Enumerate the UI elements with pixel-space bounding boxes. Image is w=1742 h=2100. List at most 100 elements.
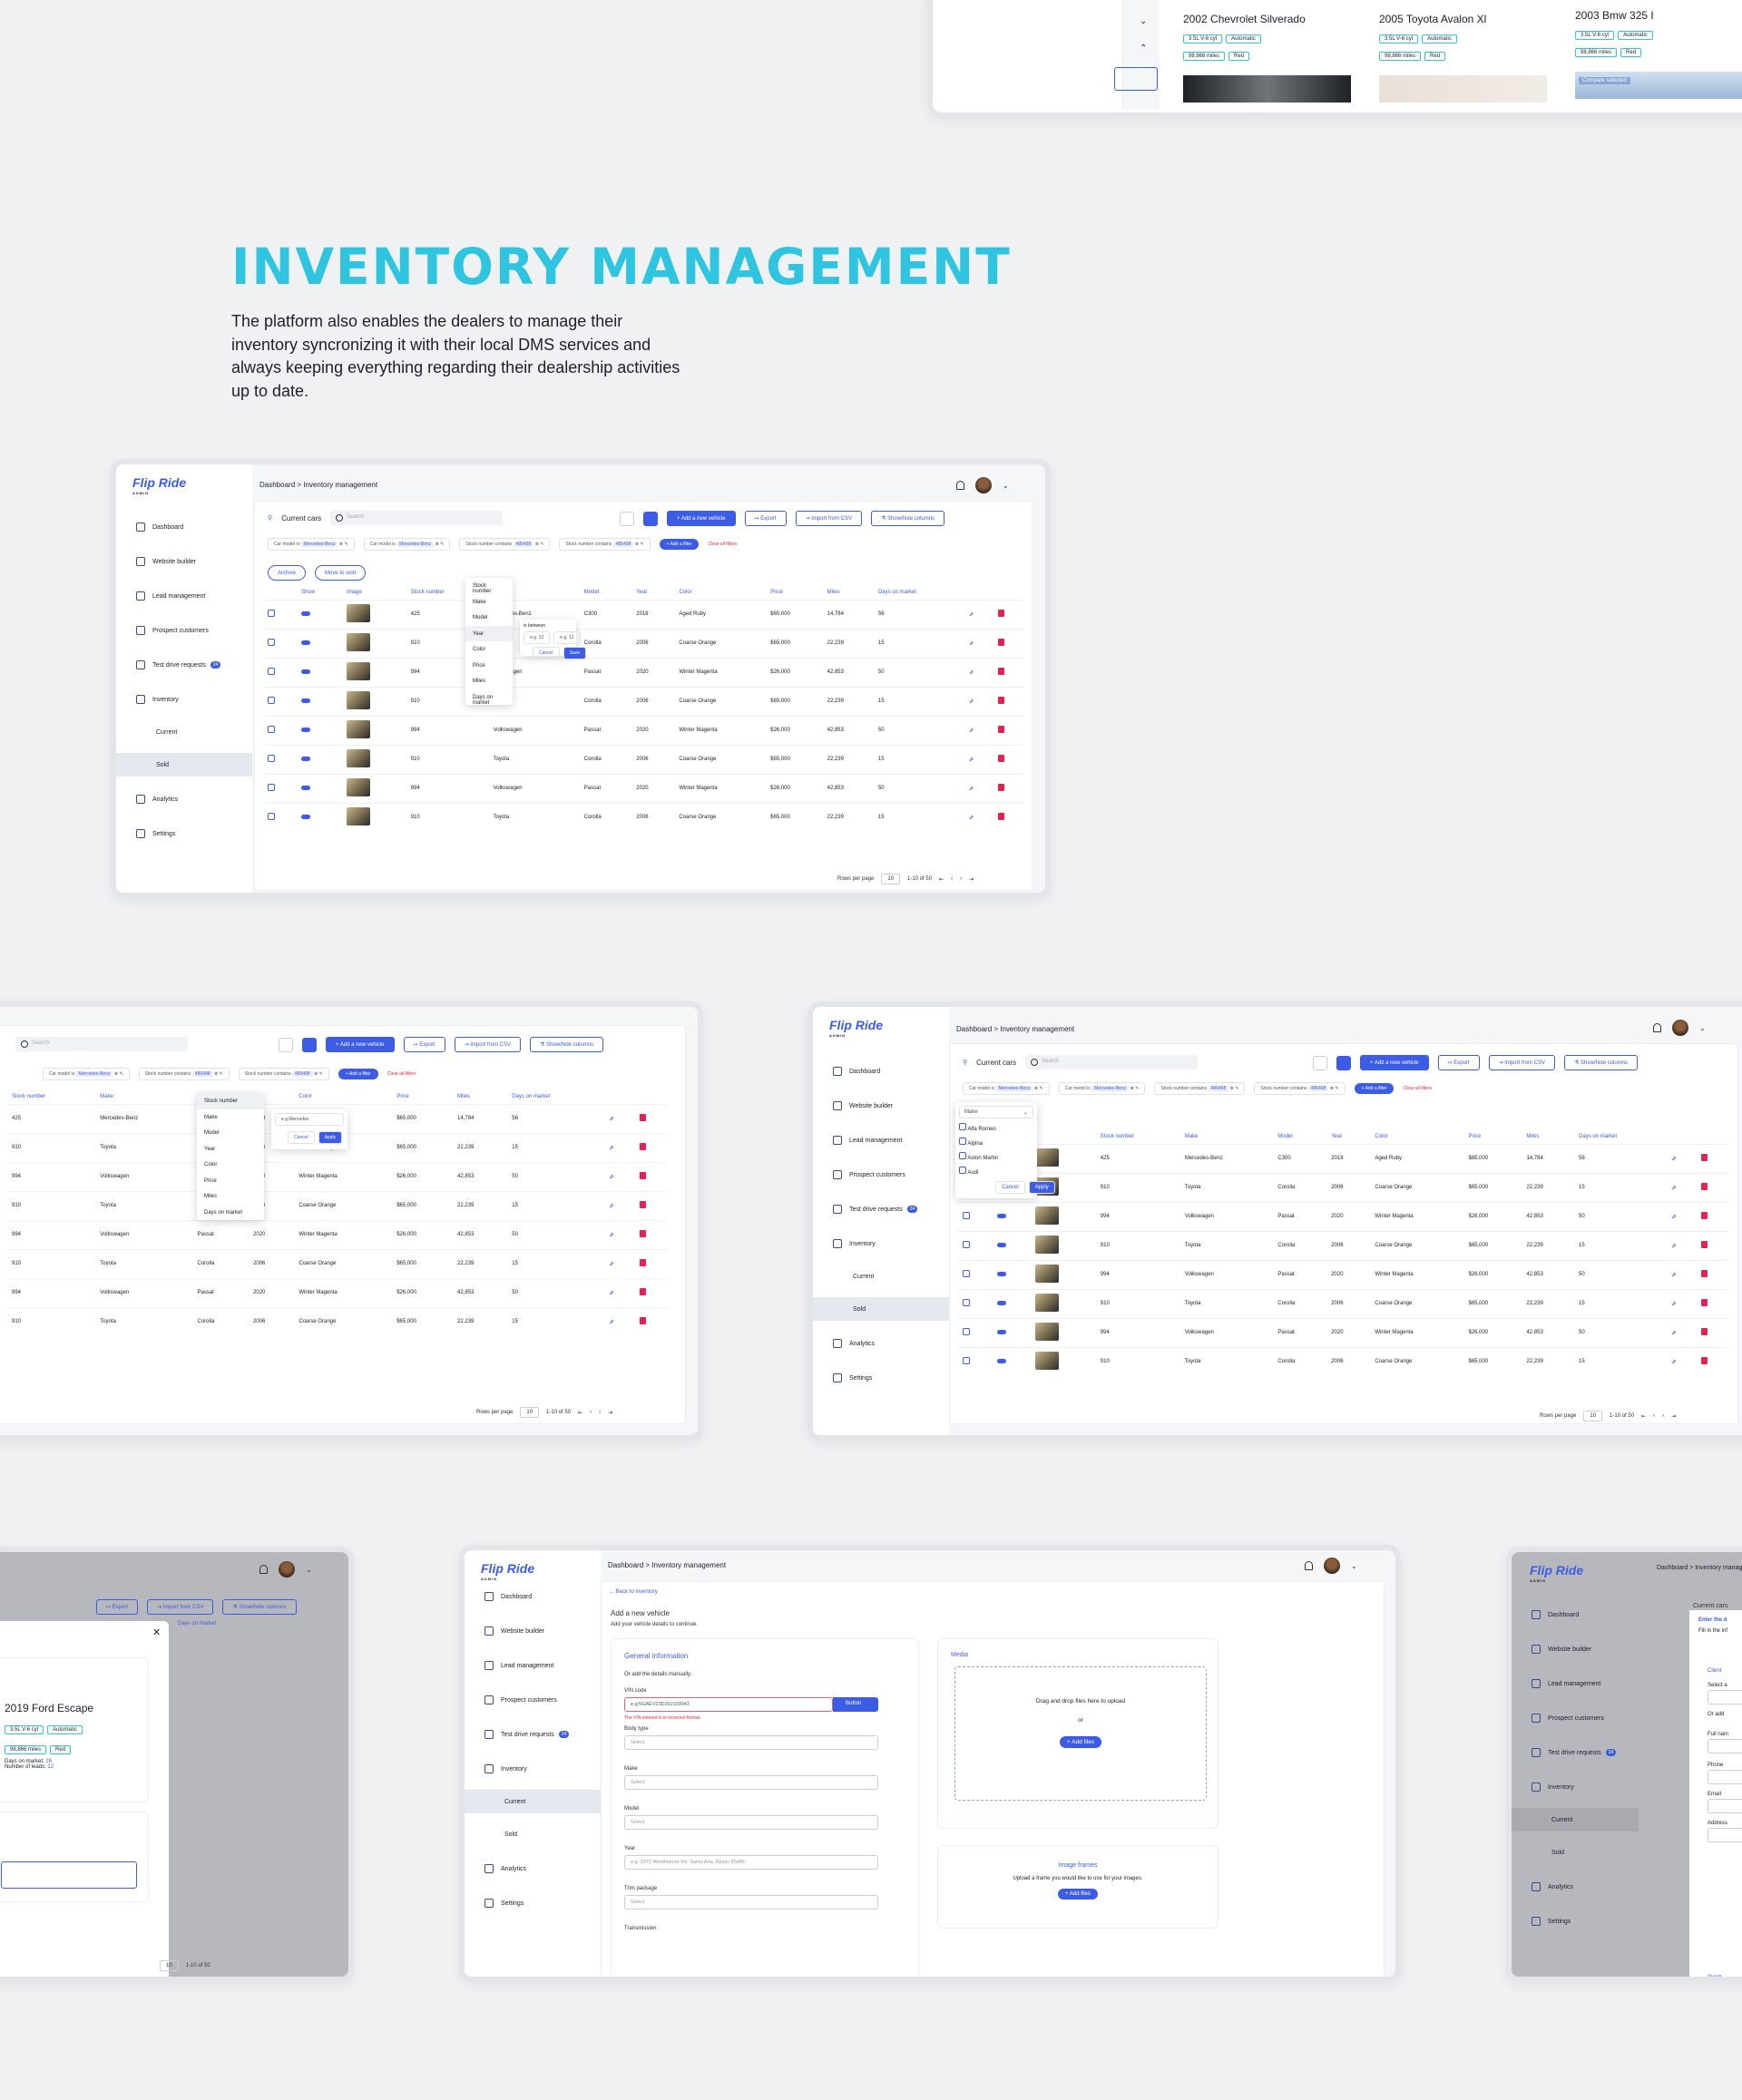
filter-chip[interactable]: Stock number contains 485498 ⊗ ✎ <box>238 1068 329 1080</box>
clear-filters-button[interactable]: Clear all filters <box>387 1071 416 1077</box>
column-menu-item[interactable]: Stock number <box>473 583 492 594</box>
row-checkbox[interactable] <box>963 1357 970 1365</box>
logo[interactable]: Flip Ride ADMIN <box>481 1561 535 1581</box>
sidebar-item-dashboard[interactable]: Dashboard <box>813 1060 949 1083</box>
show-toggle[interactable] <box>996 1213 1006 1218</box>
row-checkbox[interactable] <box>268 697 275 704</box>
column-header[interactable]: Miles <box>457 1093 471 1099</box>
phone-input[interactable] <box>1708 1770 1742 1784</box>
to-input[interactable]: e.g. 12 <box>553 631 581 644</box>
email-input[interactable] <box>1708 1799 1742 1813</box>
show-toggle[interactable] <box>996 1329 1006 1334</box>
sidebar-item-analytics[interactable]: Analytics <box>116 787 252 811</box>
column-header[interactable]: Make <box>100 1093 113 1099</box>
dropzone[interactable]: Drag and drop files here to upload or + … <box>954 1666 1207 1801</box>
delete-icon[interactable] <box>1700 1357 1708 1365</box>
show-hide-columns-button[interactable]: ⚗ Show/hide columns <box>529 1037 604 1052</box>
rows-per-page-select[interactable]: 10 <box>520 1407 540 1418</box>
column-header[interactable]: Show <box>301 589 316 595</box>
column-header[interactable]: Days on market <box>1579 1133 1618 1139</box>
make-option[interactable]: Alfa Romeo <box>959 1118 1033 1133</box>
clear-filters-button[interactable]: Clear all filters <box>1403 1086 1433 1091</box>
edit-icon[interactable]: ⬀ <box>1671 1301 1677 1307</box>
delete-icon[interactable] <box>1700 1154 1708 1161</box>
from-input[interactable]: e.g. 12 <box>524 631 551 644</box>
next-page-icon[interactable]: › <box>1662 1413 1665 1419</box>
row-checkbox[interactable] <box>268 668 275 675</box>
add-files-button[interactable]: + Add files <box>1058 1889 1098 1900</box>
show-toggle[interactable] <box>996 1358 1006 1363</box>
logo[interactable]: Flip Ride ADMIN <box>1530 1563 1584 1583</box>
sidebar-item-current[interactable]: Current <box>853 1273 875 1280</box>
column-header[interactable]: Days on market <box>877 589 916 595</box>
sidebar-item-sold[interactable]: Sold <box>116 753 252 777</box>
import-csv-button[interactable]: ⇥ Import from CSV <box>147 1599 214 1615</box>
filter-input[interactable] <box>1114 67 1158 91</box>
close-icon[interactable]: ✕ <box>152 1627 161 1638</box>
add-vehicle-button[interactable]: + Add a new vehicle <box>667 511 736 526</box>
column-menu-item[interactable]: Model <box>473 615 488 620</box>
column-header[interactable]: Stock number <box>410 589 445 595</box>
delete-icon[interactable] <box>997 784 1004 791</box>
column-menu-item[interactable]: Make <box>204 1114 218 1120</box>
full-name-input[interactable] <box>1708 1739 1742 1753</box>
checkbox[interactable] <box>959 1123 966 1130</box>
checkbox[interactable] <box>959 1138 966 1145</box>
row-checkbox[interactable] <box>268 610 275 617</box>
delete-icon[interactable] <box>997 813 1004 821</box>
sidebar-item-sold[interactable]: Sold <box>1551 1849 1565 1856</box>
sidebar-item-dashboard[interactable]: Dashboard <box>465 1585 601 1608</box>
column-header[interactable]: Miles <box>827 589 840 595</box>
edit-icon[interactable]: ⬀ <box>609 1116 614 1122</box>
make-select[interactable]: Select <box>624 1775 878 1790</box>
column-header[interactable]: Miles <box>1526 1133 1540 1139</box>
vin-input[interactable]: e.g:5GAEV23D39J103943 <box>624 1697 833 1712</box>
column-menu-item[interactable]: Days on market <box>204 1209 243 1216</box>
row-checkbox[interactable] <box>268 813 275 821</box>
delete-icon[interactable] <box>1700 1328 1708 1335</box>
sidebar-item-prospect-customers[interactable]: Prospect customers <box>813 1163 949 1187</box>
chevron-down-icon[interactable]: ⌄ <box>1351 1561 1357 1570</box>
make-option[interactable]: Aston Martin <box>959 1148 1033 1162</box>
edit-icon[interactable]: ⬀ <box>1671 1330 1677 1336</box>
address-input[interactable] <box>1708 1828 1742 1842</box>
column-header[interactable]: Price <box>770 589 783 595</box>
filter-chip[interactable]: Car model is Mercedes-Benz ⊗ ✎ <box>43 1068 130 1080</box>
delete-icon[interactable] <box>997 668 1004 675</box>
last-page-icon[interactable]: ⇥ <box>608 1410 613 1416</box>
column-menu-item[interactable]: Color <box>204 1162 218 1167</box>
bell-icon[interactable] <box>956 481 964 490</box>
breadcrumb[interactable]: Dashboard > Inventory management <box>956 1025 1075 1033</box>
next-page-icon[interactable]: › <box>599 1410 602 1415</box>
sidebar-item-website-builder[interactable]: Website builder <box>1512 1637 1639 1661</box>
edit-icon[interactable]: ⬀ <box>1671 1156 1677 1162</box>
column-menu-item[interactable]: Miles <box>204 1194 218 1199</box>
filter-icon[interactable]: ⚲ <box>268 515 273 522</box>
column-header[interactable]: Stock number <box>12 1093 46 1099</box>
row-checkbox[interactable] <box>963 1241 970 1248</box>
row-checkbox[interactable] <box>268 784 275 791</box>
logo[interactable]: Flip Ride ADMIN <box>829 1018 884 1038</box>
import-csv-button[interactable]: ⇥ Import from CSV <box>1488 1055 1555 1070</box>
compare-card[interactable]: 2003 Bmw 325 I 3.5L V-6 cyl Automatic 98,… <box>1575 9 1742 99</box>
delete-icon[interactable] <box>997 726 1004 733</box>
sidebar-item-test-drive[interactable]: Test drive requests 24 <box>813 1197 949 1221</box>
logo[interactable]: Flip Ride ADMIN <box>132 475 187 495</box>
export-button[interactable]: ↦ Export <box>744 511 787 526</box>
column-header[interactable]: Days on market <box>512 1093 551 1099</box>
chevron-down-icon[interactable]: ⌄ <box>1699 1023 1706 1032</box>
sidebar-item-lead-management[interactable]: Lead management <box>116 584 252 608</box>
grid-view-icon[interactable] <box>279 1037 293 1052</box>
edit-icon[interactable]: ⬀ <box>609 1319 614 1325</box>
show-toggle[interactable] <box>301 814 311 819</box>
column-header[interactable]: Model <box>1277 1133 1293 1139</box>
column-menu-item[interactable]: Miles <box>473 679 486 684</box>
apply-button[interactable]: Apply <box>318 1131 343 1144</box>
